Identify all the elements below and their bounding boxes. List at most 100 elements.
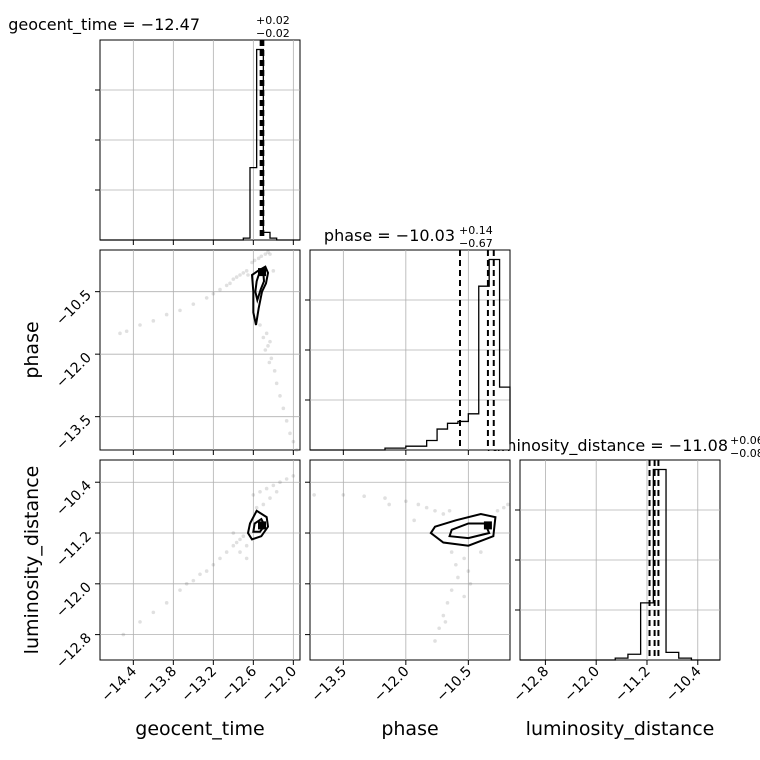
ylabel-phase: phase xyxy=(21,321,43,378)
sample-point xyxy=(124,329,129,334)
panel-frame xyxy=(99,459,301,661)
sample-point xyxy=(234,540,239,545)
ytick-label: −12.0 xyxy=(53,579,95,621)
panel-phase-luminosity_distance: −13.5 −12.0 −10.5 xyxy=(305,459,511,706)
xtick-label: −13.5 xyxy=(309,664,351,706)
sample-point xyxy=(264,486,269,491)
sample-point xyxy=(244,556,249,561)
sample-point xyxy=(288,431,292,436)
sample-point xyxy=(495,508,500,513)
sample-point xyxy=(454,562,458,567)
sample-point xyxy=(261,335,266,340)
sample-point xyxy=(234,275,239,279)
sample-point xyxy=(456,575,460,580)
sample-point xyxy=(258,489,262,494)
sample-point xyxy=(278,394,282,398)
xlabel-geocent-time: geocent_time xyxy=(135,718,264,740)
sample-point xyxy=(278,480,282,485)
sample-point xyxy=(254,505,259,510)
sample-point xyxy=(274,381,279,386)
sample-point xyxy=(449,550,454,554)
sample-point xyxy=(151,610,156,615)
sample-point xyxy=(445,601,450,605)
title-luminosity-distance: luminosity_distance = −11.08 xyxy=(486,436,728,456)
sample-point xyxy=(138,323,142,327)
ytick-label: −11.2 xyxy=(53,529,95,571)
sample-point xyxy=(231,277,236,281)
title-phase: phase = −10.03 xyxy=(324,226,455,245)
sample-point xyxy=(184,582,189,586)
xtick-label: −10.5 xyxy=(434,664,476,706)
sample-point xyxy=(258,323,262,327)
sample-point xyxy=(164,601,169,605)
xtick-label: −12.0 xyxy=(259,664,301,706)
sample-point xyxy=(341,493,346,497)
sample-point xyxy=(468,582,473,586)
histogram-step xyxy=(310,258,511,451)
sample-point xyxy=(191,578,196,583)
sample-point xyxy=(264,331,269,336)
sample-point xyxy=(224,283,229,288)
sample-point xyxy=(238,537,242,542)
sample-point xyxy=(462,594,466,599)
title-phase-minus: −0.67 xyxy=(459,237,493,250)
sample-point xyxy=(241,534,246,538)
xlabel-luminosity-distance: luminosity_distance xyxy=(526,718,715,740)
ytick-label: −13.5 xyxy=(53,412,95,454)
title-luminosity-distance-minus: −0.08 xyxy=(730,447,760,460)
panel-geocent_time-phase: −13.5 −12.0 −10.5 xyxy=(53,249,301,455)
ytick-label: −12.0 xyxy=(53,350,95,392)
sample-point xyxy=(198,572,202,577)
title-geocent-time-plus: +0.02 xyxy=(256,14,290,27)
sample-point xyxy=(118,331,122,336)
sample-point xyxy=(284,419,289,423)
sample-point xyxy=(204,569,209,573)
sample-point xyxy=(387,502,391,507)
contour-level xyxy=(250,265,270,326)
title-phase-plus: +0.14 xyxy=(459,224,493,237)
sample-point xyxy=(501,505,506,510)
sample-point xyxy=(246,273,250,277)
xtick-label: −13.8 xyxy=(139,664,181,706)
sample-point xyxy=(271,483,276,488)
sample-point xyxy=(218,556,222,561)
histogram-step xyxy=(520,468,720,661)
sample-point xyxy=(266,344,270,348)
xtick-label: −14.4 xyxy=(99,663,141,705)
sample-point xyxy=(312,493,316,497)
sample-point xyxy=(274,489,279,494)
sample-point xyxy=(404,499,408,504)
sample-point xyxy=(266,250,270,254)
sample-point xyxy=(412,518,416,523)
sample-point xyxy=(269,356,274,361)
panel-frame xyxy=(99,249,301,451)
xtick-label: −12.6 xyxy=(219,663,261,705)
sample-point xyxy=(294,448,299,452)
sample-point xyxy=(383,496,387,500)
sample-point xyxy=(238,273,242,277)
sample-point xyxy=(416,502,421,507)
sample-point xyxy=(271,269,276,273)
panel-geocent_time-luminosity_distance: −14.4−13.8−13.2−12.6−12.0−12.8−12.0−11.2… xyxy=(53,459,301,706)
sample-point xyxy=(449,588,454,592)
xtick-label: −12.8 xyxy=(511,664,553,706)
sample-point xyxy=(191,302,196,306)
ytick-label: −10.5 xyxy=(53,287,95,329)
sample-point xyxy=(424,505,429,510)
sample-point xyxy=(447,508,452,513)
sample-point xyxy=(218,287,222,292)
density-peak xyxy=(483,521,492,530)
density-peak xyxy=(258,521,266,530)
sample-point xyxy=(224,550,229,554)
sample-point xyxy=(263,348,268,352)
title-luminosity-distance-plus: +0.06 xyxy=(730,434,760,447)
contour-level xyxy=(429,512,497,547)
ytick-label: −10.4 xyxy=(53,478,95,520)
sample-point xyxy=(441,512,446,516)
panel-frame xyxy=(309,459,511,661)
sample-point xyxy=(281,406,286,411)
sample-point xyxy=(204,296,209,300)
sample-point xyxy=(250,260,254,265)
sample-point xyxy=(121,632,126,637)
xlabel-phase: phase xyxy=(381,718,438,740)
